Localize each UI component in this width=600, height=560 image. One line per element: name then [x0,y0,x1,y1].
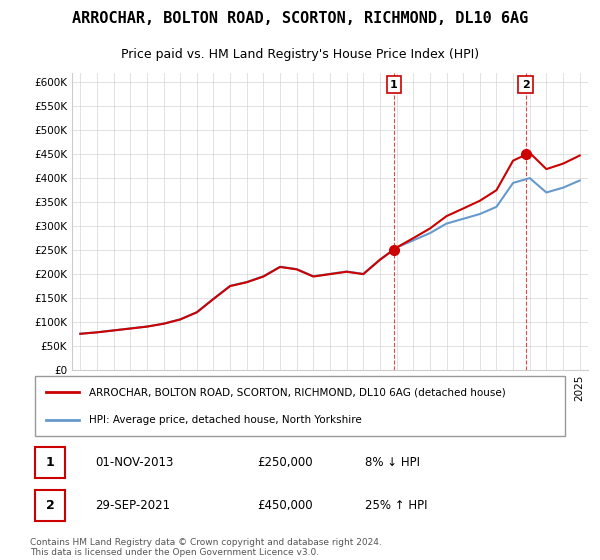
FancyBboxPatch shape [35,376,565,436]
Text: 2: 2 [46,499,55,512]
Text: 1: 1 [390,80,398,90]
Text: ARROCHAR, BOLTON ROAD, SCORTON, RICHMOND, DL10 6AG (detached house): ARROCHAR, BOLTON ROAD, SCORTON, RICHMOND… [89,388,506,398]
Text: ARROCHAR, BOLTON ROAD, SCORTON, RICHMOND, DL10 6AG: ARROCHAR, BOLTON ROAD, SCORTON, RICHMOND… [72,11,528,26]
Text: 8% ↓ HPI: 8% ↓ HPI [365,456,420,469]
Text: £250,000: £250,000 [257,456,313,469]
FancyBboxPatch shape [35,490,65,521]
Text: 29-SEP-2021: 29-SEP-2021 [95,499,170,512]
Text: Contains HM Land Registry data © Crown copyright and database right 2024.
This d: Contains HM Land Registry data © Crown c… [30,538,382,557]
Text: 01-NOV-2013: 01-NOV-2013 [95,456,173,469]
Text: £450,000: £450,000 [257,499,313,512]
Text: HPI: Average price, detached house, North Yorkshire: HPI: Average price, detached house, Nort… [89,414,362,424]
Text: 25% ↑ HPI: 25% ↑ HPI [365,499,427,512]
Text: Price paid vs. HM Land Registry's House Price Index (HPI): Price paid vs. HM Land Registry's House … [121,48,479,61]
Text: 1: 1 [46,456,55,469]
Text: 2: 2 [522,80,529,90]
FancyBboxPatch shape [35,447,65,478]
